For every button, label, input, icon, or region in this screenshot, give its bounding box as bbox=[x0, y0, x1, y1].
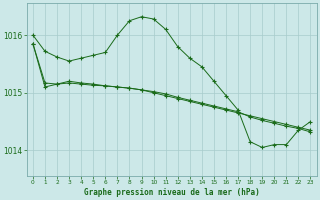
X-axis label: Graphe pression niveau de la mer (hPa): Graphe pression niveau de la mer (hPa) bbox=[84, 188, 260, 197]
